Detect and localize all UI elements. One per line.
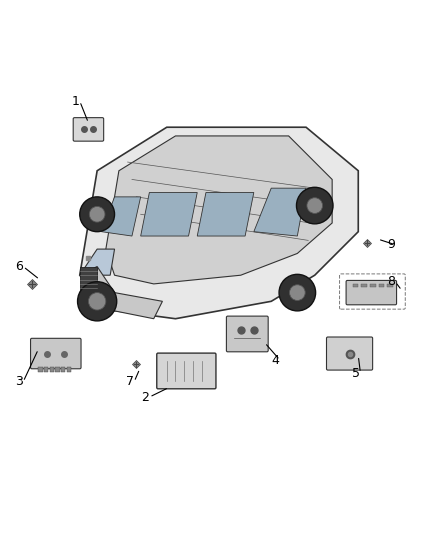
Text: 6: 6 (15, 260, 23, 273)
Text: 8: 8 (387, 275, 395, 288)
Circle shape (78, 282, 117, 321)
Polygon shape (80, 127, 358, 319)
FancyBboxPatch shape (226, 316, 268, 352)
Polygon shape (197, 192, 254, 236)
Bar (388, 284, 393, 287)
Circle shape (297, 187, 333, 224)
Bar (39, 367, 43, 372)
Bar (370, 284, 376, 287)
Circle shape (80, 197, 115, 232)
FancyBboxPatch shape (31, 338, 81, 369)
Circle shape (279, 274, 316, 311)
Polygon shape (106, 136, 332, 284)
Text: 7: 7 (126, 375, 134, 389)
Bar (353, 284, 358, 287)
Bar (379, 284, 385, 287)
Polygon shape (80, 249, 115, 275)
Bar (61, 367, 65, 372)
Circle shape (290, 285, 305, 301)
Bar (49, 367, 54, 372)
FancyBboxPatch shape (157, 353, 216, 389)
Polygon shape (141, 192, 197, 236)
Text: 5: 5 (352, 367, 360, 379)
Bar (67, 367, 71, 372)
Circle shape (307, 198, 322, 213)
FancyBboxPatch shape (326, 337, 373, 370)
Bar (44, 367, 48, 372)
Circle shape (88, 293, 106, 310)
Text: 3: 3 (15, 375, 23, 389)
Bar (55, 367, 60, 372)
Polygon shape (80, 266, 162, 319)
Text: 9: 9 (387, 238, 395, 251)
Text: 1: 1 (71, 95, 79, 108)
Polygon shape (80, 266, 97, 293)
Polygon shape (102, 197, 141, 236)
Text: 2: 2 (141, 391, 149, 403)
FancyBboxPatch shape (346, 280, 396, 305)
FancyBboxPatch shape (73, 118, 104, 141)
Bar (361, 284, 367, 287)
Circle shape (89, 206, 105, 222)
Text: 4: 4 (272, 353, 279, 367)
Polygon shape (254, 188, 306, 236)
